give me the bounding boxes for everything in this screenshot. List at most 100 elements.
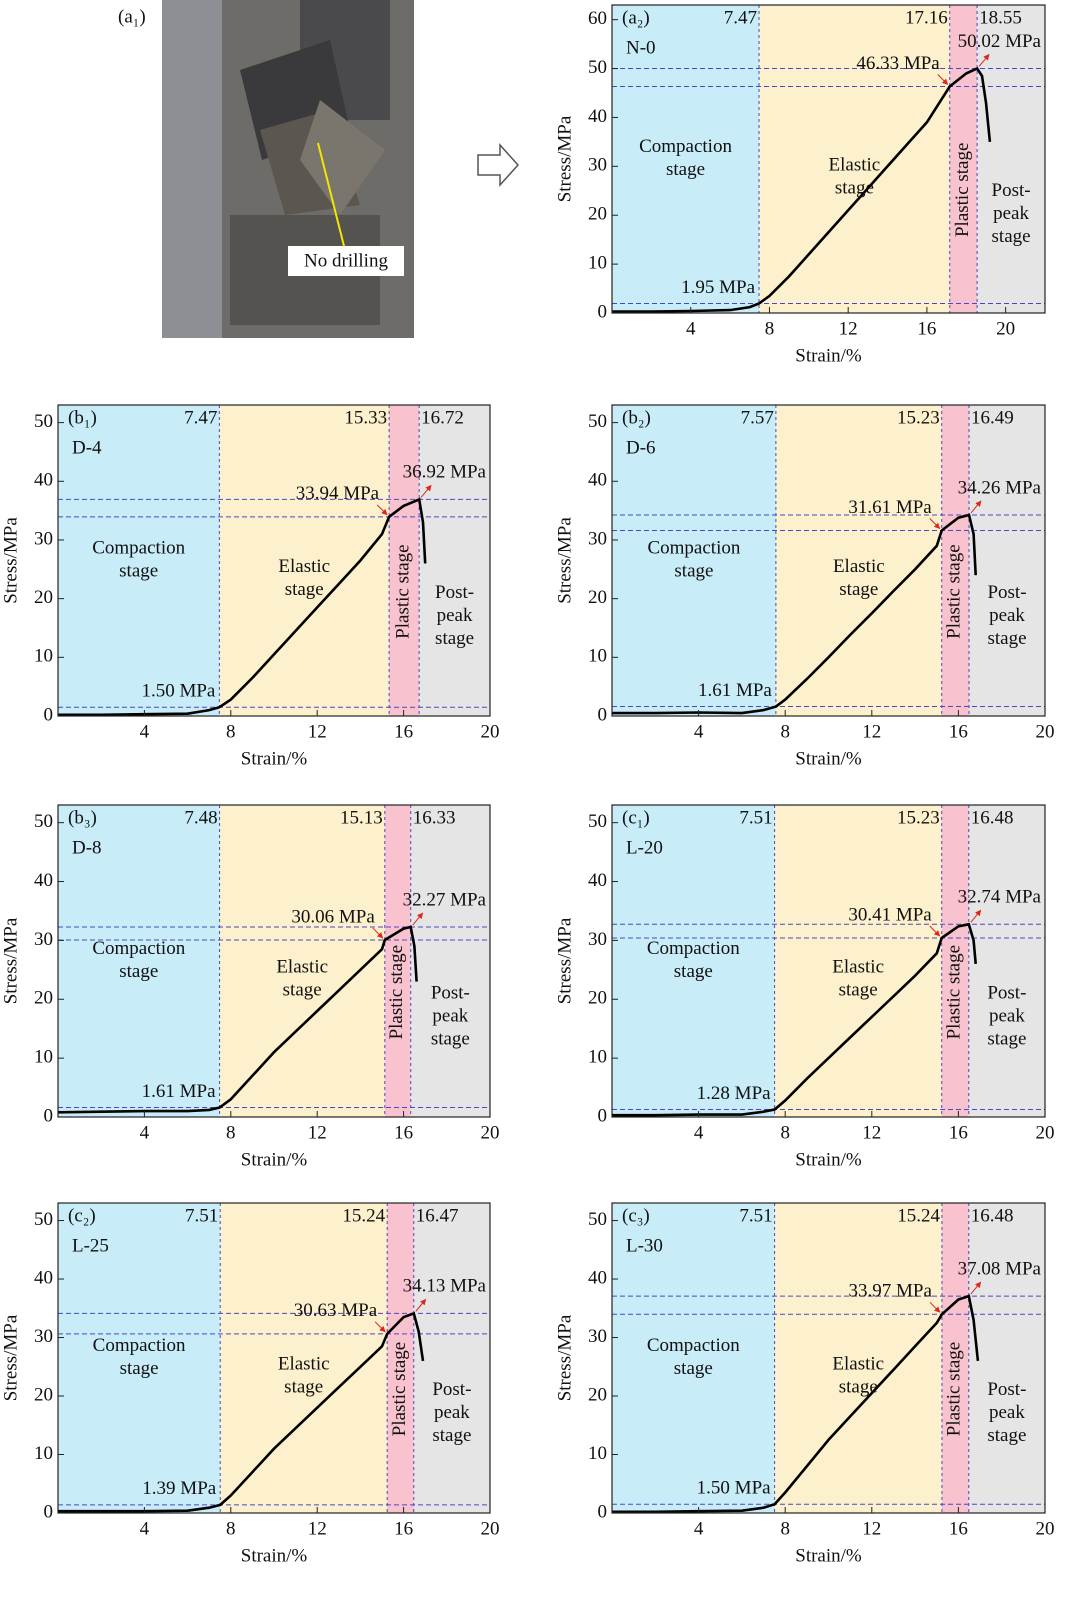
x-tick-label: 12 <box>839 318 858 339</box>
stress-label: 33.94 MPa <box>296 483 380 504</box>
x-tick-label: 4 <box>694 1518 704 1539</box>
boundary-label: 15.24 <box>342 1205 385 1226</box>
stage-label: stage <box>119 961 158 982</box>
stage-label: stage <box>839 579 878 600</box>
x-tick-label: 8 <box>780 721 790 742</box>
boundary-label: 16.72 <box>421 407 464 428</box>
boundary-label: 16.49 <box>971 407 1014 428</box>
panel-label: (b₃) <box>68 807 97 828</box>
stage-region <box>220 1203 388 1513</box>
stage-label: stage <box>283 980 322 1001</box>
red-arrow <box>937 74 949 85</box>
photo-panel: No drilling (a₁) <box>118 0 414 338</box>
stress-label: 37.08 MPa <box>958 1258 1042 1279</box>
x-tick-label: 12 <box>862 721 881 742</box>
y-tick-label: 40 <box>588 106 607 127</box>
y-tick-label: 30 <box>34 1326 53 1347</box>
x-tick-label: 16 <box>949 1518 968 1539</box>
stage-region <box>419 405 490 716</box>
boundary-label: 7.47 <box>184 407 217 428</box>
plot-frame <box>611 4 1046 314</box>
red-arrow <box>929 518 941 529</box>
panel-label: (c₁) <box>622 807 650 828</box>
y-tick-label: 20 <box>34 988 53 1009</box>
stress-label: 30.06 MPa <box>291 906 375 927</box>
boundary-label: 16.33 <box>413 807 456 828</box>
stage-label: peak <box>993 203 1029 224</box>
boundary-label: 7.51 <box>185 1205 218 1226</box>
stress-label: 33.97 MPa <box>849 1281 933 1302</box>
stage-label: Post- <box>435 582 474 603</box>
sample-name: D-4 <box>72 437 102 458</box>
x-tick-label: 20 <box>1036 1518 1055 1539</box>
sample-name: L-25 <box>72 1235 109 1256</box>
y-tick-label: 0 <box>598 1105 608 1126</box>
stage-label: peak <box>989 1402 1025 1423</box>
y-tick-label: 50 <box>588 411 607 432</box>
y-tick-label: 40 <box>588 470 607 491</box>
photo-specimen-face <box>300 100 385 215</box>
x-axis-title: Strain/% <box>241 1149 308 1170</box>
x-tick-label: 8 <box>226 1122 236 1143</box>
annotation-box <box>288 246 404 276</box>
y-tick-label: 10 <box>588 646 607 667</box>
stage-region <box>219 805 385 1117</box>
x-tick-label: 4 <box>140 1518 150 1539</box>
stage-label: Post- <box>432 1379 471 1400</box>
y-tick-label: 60 <box>588 8 607 29</box>
boundary-label: 15.13 <box>340 807 383 828</box>
stage-label: stage <box>432 1425 471 1446</box>
boundary-label: 15.33 <box>344 407 387 428</box>
stage-region <box>58 805 220 1117</box>
stage-label: Post- <box>987 1379 1026 1400</box>
stage-label: Plastic stage <box>392 544 413 638</box>
stage-label: peak <box>434 1402 470 1423</box>
y-tick-label: 20 <box>588 1384 607 1405</box>
y-tick-label: 40 <box>588 870 607 891</box>
red-arrow <box>412 912 424 926</box>
x-tick-label: 4 <box>140 721 150 742</box>
boundary-label: 15.23 <box>897 407 940 428</box>
stage-label: Compaction <box>647 537 740 558</box>
y-tick-label: 20 <box>588 587 607 608</box>
y-axis-title: Stress/MPa <box>554 1314 575 1401</box>
stress-label: 50.02 MPa <box>958 31 1042 52</box>
chart: 4 8 12 16 20 0 10 20 30 40 50 60 Strain/% Stress/MPa (… <box>554 4 1046 366</box>
stage-region <box>968 805 1045 1117</box>
stress-label: 30.63 MPa <box>294 1300 378 1321</box>
plot-frame <box>57 1202 491 1514</box>
y-tick-label: 40 <box>34 1267 53 1288</box>
stage-label: stage <box>119 560 158 581</box>
stage-label: stage <box>120 1358 159 1379</box>
stress-strain-curve <box>612 922 977 1117</box>
stage-label: Plastic stage <box>944 945 965 1039</box>
stage-label: stage <box>674 1358 713 1379</box>
stress-label: 1.61 MPa <box>698 680 772 701</box>
boundary-label: 15.24 <box>897 1205 940 1226</box>
y-tick-label: 50 <box>588 57 607 78</box>
y-tick-label: 0 <box>44 1501 54 1522</box>
red-arrow <box>420 484 432 498</box>
boundary-label: 18.55 <box>979 7 1022 28</box>
x-tick-label: 12 <box>862 1122 881 1143</box>
stage-label: peak <box>989 1006 1025 1027</box>
y-tick-label: 20 <box>34 1384 53 1405</box>
x-tick-label: 12 <box>308 721 327 742</box>
y-tick-label: 10 <box>34 646 53 667</box>
stage-region <box>612 805 775 1117</box>
plot-frame <box>611 1202 1046 1514</box>
y-axis-title: Stress/MPa <box>554 917 575 1004</box>
stage-label: stage <box>835 177 874 198</box>
stage-label: stage <box>992 226 1031 247</box>
boundary-label: 7.51 <box>739 1205 772 1226</box>
stage-label: stage <box>987 1029 1026 1050</box>
stage-label: stage <box>674 560 713 581</box>
x-axis-title: Strain/% <box>241 748 308 769</box>
stage-region <box>384 805 411 1117</box>
x-axis-title: Strain/% <box>795 748 862 769</box>
chart: 4 8 12 16 20 0 10 20 30 40 50 Strain/% Stress/MPa (c₃… <box>554 1202 1055 1566</box>
stage-region <box>58 1203 221 1513</box>
stage-label: Compaction <box>93 1335 186 1356</box>
plot-frame <box>57 404 491 717</box>
x-axis-title: Strain/% <box>795 1545 862 1566</box>
